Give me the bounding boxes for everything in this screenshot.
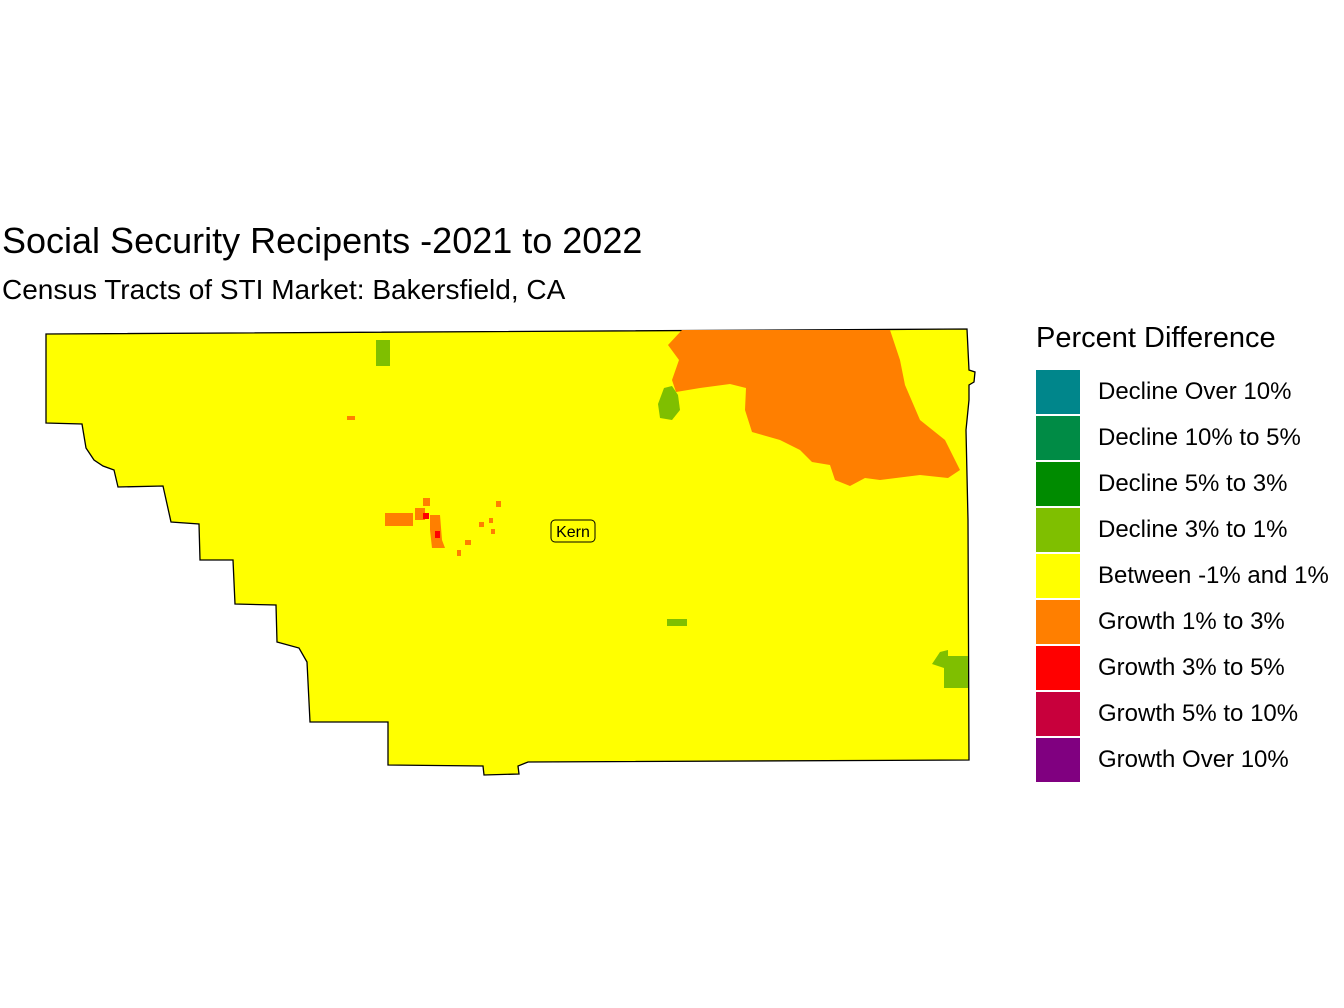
legend-swatch bbox=[1036, 692, 1080, 736]
growth-tract-small bbox=[489, 518, 493, 523]
legend-item: Growth 1% to 3% bbox=[1036, 599, 1329, 645]
legend-swatch bbox=[1036, 554, 1080, 598]
decline-tract-central bbox=[667, 619, 687, 626]
legend-label: Growth 5% to 10% bbox=[1098, 700, 1299, 727]
decline-tract-southeast bbox=[932, 650, 968, 688]
legend-label: Growth 3% to 5% bbox=[1098, 654, 1285, 681]
legend-item: Decline 3% to 1% bbox=[1036, 507, 1329, 553]
growth-tract-small bbox=[457, 550, 461, 556]
growth-tract-small bbox=[415, 508, 425, 520]
legend-swatch bbox=[1036, 646, 1080, 690]
growth-tract-small bbox=[423, 498, 430, 506]
county-label-box bbox=[550, 519, 596, 543]
decline-tract-northeast bbox=[658, 386, 680, 420]
growth-tract-small bbox=[496, 501, 501, 507]
legend-swatch bbox=[1036, 462, 1080, 506]
legend-items: Decline Over 10% Decline 10% to 5% Decline… bbox=[1036, 369, 1329, 783]
growth-tract-high bbox=[423, 513, 429, 519]
legend-item: Growth 3% to 5% bbox=[1036, 645, 1329, 691]
legend: Percent Difference Decline Over 10% Decli… bbox=[1036, 322, 1329, 783]
legend-label: Growth Over 10% bbox=[1098, 746, 1289, 773]
legend-swatch bbox=[1036, 600, 1080, 644]
legend-label: Growth 1% to 3% bbox=[1098, 608, 1285, 635]
growth-tract-small bbox=[491, 529, 495, 534]
legend-item: Decline Over 10% bbox=[1036, 369, 1329, 415]
legend-item: Growth Over 10% bbox=[1036, 737, 1329, 783]
legend-label: Decline 3% to 1% bbox=[1098, 516, 1288, 543]
decline-tract-north bbox=[376, 340, 390, 366]
growth-tract-high bbox=[435, 531, 440, 538]
county-boundary bbox=[45, 328, 976, 776]
legend-swatch bbox=[1036, 416, 1080, 460]
growth-tract-small bbox=[465, 540, 471, 545]
legend-swatch bbox=[1036, 508, 1080, 552]
legend-swatch bbox=[1036, 370, 1080, 414]
map-title: Social Security Recipents -2021 to 2022 bbox=[2, 220, 643, 261]
county-label: Kern bbox=[556, 524, 590, 541]
legend-item: Between -1% and 1% bbox=[1036, 553, 1329, 599]
growth-tract-northeast bbox=[668, 330, 960, 486]
growth-tract-small bbox=[479, 522, 484, 527]
legend-label: Between -1% and 1% bbox=[1098, 562, 1329, 589]
growth-tract-small bbox=[385, 513, 413, 526]
legend-item: Decline 5% to 3% bbox=[1036, 461, 1329, 507]
legend-label: Decline 10% to 5% bbox=[1098, 424, 1301, 451]
legend-item: Growth 5% to 10% bbox=[1036, 691, 1329, 737]
legend-label: Decline 5% to 3% bbox=[1098, 470, 1288, 497]
growth-tract-small bbox=[347, 416, 355, 420]
legend-item: Decline 10% to 5% bbox=[1036, 415, 1329, 461]
map-subtitle: Census Tracts of STI Market: Bakersfield… bbox=[2, 274, 566, 305]
legend-label: Decline Over 10% bbox=[1098, 378, 1292, 405]
legend-title: Percent Difference bbox=[1036, 322, 1276, 354]
legend-swatch bbox=[1036, 738, 1080, 782]
